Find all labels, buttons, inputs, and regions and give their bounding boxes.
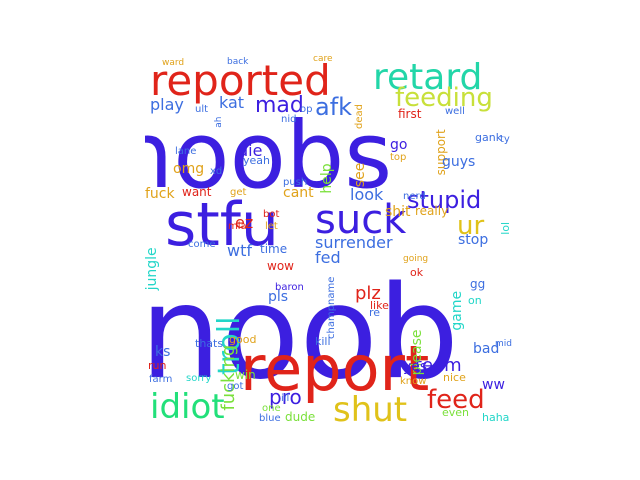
word-win: win xyxy=(235,368,256,382)
word-shut: shut xyxy=(333,390,408,430)
word-see: see xyxy=(352,162,368,188)
word-go: go xyxy=(390,137,408,153)
word-haha: haha xyxy=(482,411,510,424)
word-top: top xyxy=(390,152,407,163)
word-guys: guys xyxy=(442,154,476,170)
word-mia: mia xyxy=(228,221,247,232)
word-ur: ur xyxy=(457,211,485,241)
word-suck: suck xyxy=(315,197,407,243)
word-back: back xyxy=(227,57,249,67)
word-noob: noob xyxy=(145,259,459,408)
word-ks: ks xyxy=(155,344,171,360)
word-retard: retard xyxy=(373,57,483,98)
word-mad: mad xyxy=(255,93,304,118)
word-feed: feed xyxy=(427,385,485,415)
word-lane: lane xyxy=(175,146,197,157)
word-yeah: yeah xyxy=(243,154,270,167)
word-omg: omg xyxy=(173,161,205,177)
word-ill: ill xyxy=(281,393,290,404)
word-wow: wow xyxy=(267,259,294,273)
word-surrender: surrender xyxy=(315,233,393,252)
word-fed: fed xyxy=(315,248,341,267)
word-feeding: feeding xyxy=(395,83,493,113)
word-ty: ty xyxy=(500,134,510,145)
word-kat: kat xyxy=(219,93,245,112)
word-reported: reported xyxy=(150,56,331,105)
word-ult: ult xyxy=(195,104,209,115)
word-plz: plz xyxy=(355,283,381,304)
word-op: op xyxy=(300,104,313,115)
word-xd: xd xyxy=(210,166,223,177)
word-ward: ward xyxy=(162,58,185,68)
word-wtf: wtf xyxy=(227,241,252,260)
word-thats: thats xyxy=(195,337,224,350)
word-let: let xyxy=(265,221,278,232)
word-nid: nid xyxy=(281,114,297,125)
word-got: got xyxy=(227,381,244,392)
word-lol: lol xyxy=(499,221,512,235)
word-bad: bad xyxy=(473,341,500,357)
word-help: help xyxy=(319,163,335,194)
word-even: even xyxy=(442,406,470,419)
word-run: run xyxy=(148,359,167,372)
word-re: re xyxy=(369,306,381,319)
word-sorry: sorry xyxy=(186,373,212,384)
word-want: want xyxy=(182,185,212,199)
word-push: push xyxy=(283,177,308,188)
word-nerd: nerd xyxy=(403,191,426,202)
word-champname: champname xyxy=(326,276,337,339)
word-gg: gg xyxy=(470,277,486,291)
word-farm: farm xyxy=(149,374,173,385)
word-noobs: noobs xyxy=(145,102,393,209)
word-one: one xyxy=(262,403,281,414)
word-baron: baron xyxy=(275,282,304,293)
word-like: like xyxy=(370,299,389,312)
word-gank: gank xyxy=(475,131,503,144)
word-blue: blue xyxy=(259,413,281,424)
word-team: team xyxy=(415,355,462,376)
word-going: going xyxy=(403,254,429,264)
word-bot: bot xyxy=(263,209,280,220)
word-game: game xyxy=(449,290,465,331)
word-ez: ez xyxy=(235,213,254,232)
word-afk: afk xyxy=(315,93,353,121)
word-ah: ah xyxy=(214,116,224,128)
word-on: on xyxy=(468,294,482,307)
word-nice: nice xyxy=(443,371,466,384)
word-cant: cant xyxy=(283,185,314,201)
word-yes: yes xyxy=(403,359,428,375)
word-die: die xyxy=(238,141,263,160)
word-really: really xyxy=(415,204,449,218)
word-well: well xyxy=(445,106,465,117)
word-stupid: stupid xyxy=(407,186,482,214)
word-ok: ok xyxy=(410,266,424,279)
word-idiot: idiot xyxy=(150,387,225,427)
word-mid: mid xyxy=(495,339,512,349)
word-dude: dude xyxy=(285,410,316,424)
word-kill: kill xyxy=(315,335,331,348)
word-fuck: fuck xyxy=(145,186,175,202)
word-pls: pls xyxy=(268,289,289,305)
word-cloud: noob noobs report stfu reported retard suck idi… xyxy=(145,55,515,430)
word-play: play xyxy=(150,95,184,114)
word-report: report xyxy=(240,332,430,405)
word-stfu: stfu xyxy=(165,190,279,260)
word-come: come xyxy=(188,239,216,250)
word-good: good xyxy=(229,333,257,346)
word-jungle: jungle xyxy=(145,247,160,291)
word-look: look xyxy=(350,185,384,204)
word-shit: shit xyxy=(385,204,411,220)
word-ww: ww xyxy=(482,377,505,393)
word-stop: stop xyxy=(458,232,489,248)
word-first: first xyxy=(398,107,422,121)
word-get: get xyxy=(230,187,247,198)
word-know: know xyxy=(400,376,427,387)
word-time: time xyxy=(260,242,288,256)
word-care: care xyxy=(313,55,333,64)
word-pro: pro xyxy=(269,385,302,409)
word-dead: dead xyxy=(354,104,365,129)
